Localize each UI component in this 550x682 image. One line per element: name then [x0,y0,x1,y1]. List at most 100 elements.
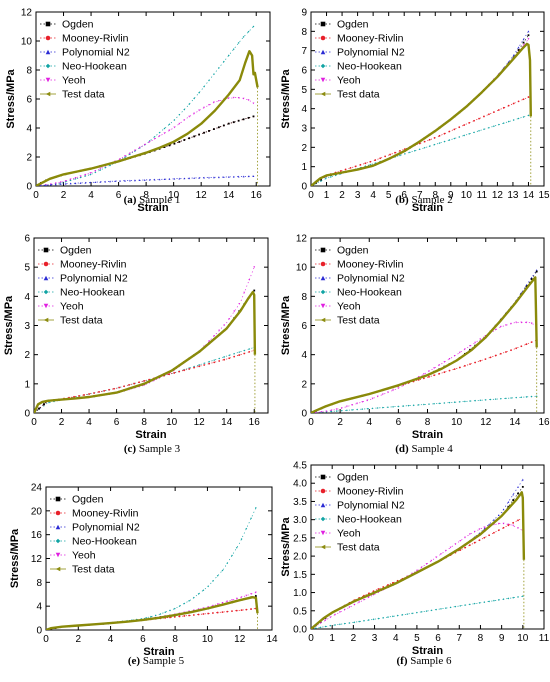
point-yeoh [338,611,341,614]
series-line-neo-hookean [36,26,254,186]
point-mooney-rivlin [178,370,181,373]
point-neo-hookean [473,131,475,134]
legend-marker-mooney-rivlin [320,35,326,41]
point-yeoh [343,608,346,611]
point-mooney-rivlin [349,166,352,169]
x-tick-label: 12 [480,417,492,428]
point-yeoh [356,402,359,405]
point-yeoh [212,604,214,607]
x-tick-label: 12 [234,634,246,645]
point-mooney-rivlin [228,357,231,360]
y-tick-label: 4 [36,602,42,613]
point-yeoh [376,395,379,398]
point-yeoh [428,370,430,373]
point-neo-hookean [329,176,332,178]
legend-label-test-data: Test data [337,542,380,554]
legend-marker-test-data [45,91,51,97]
point-neo-hookean [227,54,230,57]
legend-marker-mooney-rivlin [55,510,61,516]
point-ogden [38,407,40,410]
point-mooney-rivlin [517,519,519,522]
point-ogden [517,492,519,495]
point-yeoh [133,149,136,152]
point-mooney-rivlin [113,387,115,390]
point-yeoh [193,112,196,115]
x-tick-label: 16 [538,417,550,428]
point-yeoh [217,99,220,102]
panel-caption-text: Sample 2 [409,194,453,206]
point-polynomial-n2 [530,276,533,279]
x-tick-label: 6 [435,633,441,644]
point-yeoh [425,563,428,565]
legend-label-test-data: Test data [337,315,380,327]
point-yeoh [221,602,224,604]
panel-letter: (f) [397,655,408,667]
point-yeoh [248,278,251,281]
legend-label-neo-hookean: Neo-Hookean [60,287,125,299]
point-neo-hookean [535,395,538,398]
point-mooney-rivlin [488,534,491,537]
panel-f: 0 1 2 3 4 5 6 7 8 9 10 11 0.0 0.5 1.0 1.5 2.0 2.5 3.0 3.5 4.… [280,461,550,668]
point-neo-hookean [74,177,77,180]
legend-label-mooney-rivlin: Mooney-Rivlin [337,259,404,271]
x-tick-label: 4 [86,417,92,428]
point-neo-hookean [376,407,379,409]
panel-d: 0 2 4 6 8 10 12 14 16 0 2 4 6 8 10 12 Strain Stress/MPa Og… [280,234,550,456]
point-yeoh [242,97,245,100]
point-ogden [522,41,525,44]
point-yeoh [525,321,528,324]
point-mooney-rivlin [469,363,471,366]
point-polynomial-n2 [497,514,500,517]
point-neo-hookean [202,589,205,592]
panel-caption: (a) Sample 1 [124,194,181,206]
point-neo-hookean [164,611,167,614]
legend-marker-yeoh [45,77,51,83]
point-neo-hookean [464,604,466,607]
point-ogden [173,142,176,145]
point-yeoh [438,364,441,367]
legend: Ogden Mooney-Rivlin Polynomial N2 Neo-Hooke… [315,19,405,101]
point-neo-hookean [428,403,430,406]
legend-label-ogden: Ogden [60,245,92,257]
point-mooney-rivlin [464,546,466,549]
point-yeoh [522,44,525,47]
series-group [311,269,538,413]
point-polynomial-n2 [213,176,215,179]
point-mooney-rivlin [128,383,131,386]
point-neo-hookean [248,348,251,350]
point-neo-hookean [397,405,400,408]
panel-caption: (d) Sample 4 [395,443,453,455]
x-tick-label: 7 [417,190,423,201]
series-group [34,266,257,413]
point-neo-hookean [488,126,490,129]
legend-marker-neo-hookean [320,289,326,295]
point-mooney-rivlin [479,359,482,362]
x-tick-label: 11 [477,190,488,201]
point-mooney-rivlin [389,153,391,156]
x-tick-label: 12 [196,190,208,201]
x-tick-label: 14 [266,634,278,645]
point-mooney-rivlin [399,149,401,152]
x-tick-label: 6 [140,634,146,645]
legend-label-yeoh: Yeoh [337,301,361,313]
point-yeoh [208,340,211,343]
point-neo-hookean [473,602,476,605]
point-mooney-rivlin [492,111,495,114]
point-mooney-rivlin [512,521,515,524]
point-yeoh [371,397,374,400]
point-yeoh [79,175,82,178]
x-tick-label: 0 [43,634,49,645]
point-polynomial-n2 [153,178,156,181]
point-neo-hookean [324,625,327,628]
y-tick-label: 8 [26,66,32,77]
point-yeoh [208,104,210,106]
point-neo-hookean [507,120,510,123]
y-tick-label: 9 [301,8,307,19]
point-polynomial-n2 [522,38,525,41]
point-neo-hookean [198,91,201,94]
point-mooney-rivlin [188,368,191,370]
point-neo-hookean [169,609,171,612]
point-yeoh [453,354,456,357]
point-mooney-rivlin [463,364,466,367]
